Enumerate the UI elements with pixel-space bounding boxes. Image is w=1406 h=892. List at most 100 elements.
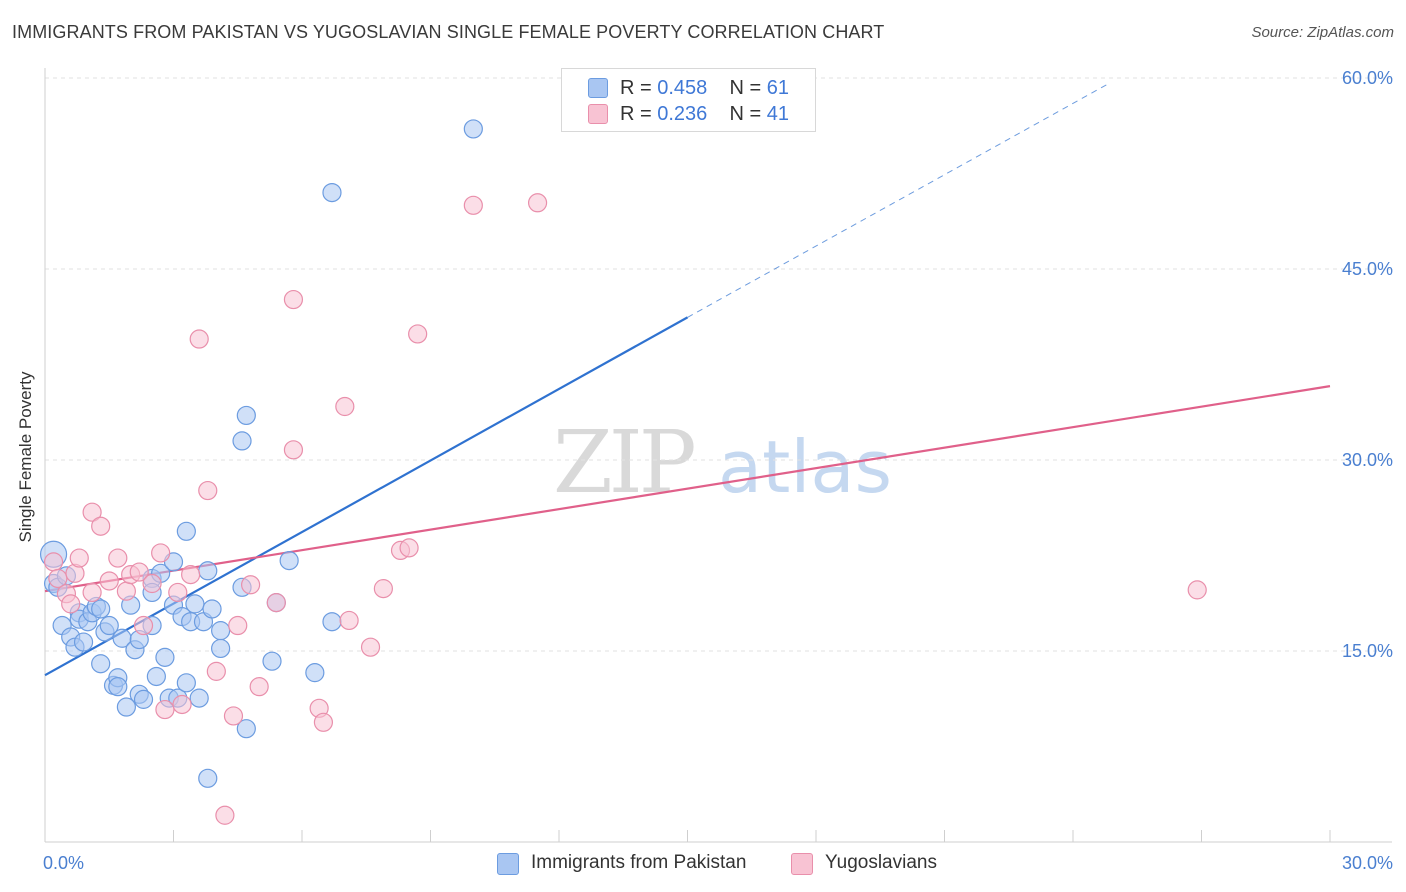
data-point xyxy=(241,575,261,595)
data-point xyxy=(91,654,111,674)
data-point xyxy=(215,805,235,825)
legend-r-value: 0.458 xyxy=(657,77,708,99)
data-point xyxy=(463,195,483,215)
data-point xyxy=(91,599,111,619)
data-point xyxy=(99,571,119,591)
data-point xyxy=(168,582,188,603)
data-point xyxy=(339,610,359,631)
legend-r-label: R = xyxy=(620,77,652,99)
data-point xyxy=(198,561,218,581)
data-point xyxy=(335,396,355,417)
series-legend: Immigrants from Pakistan Yugoslavians xyxy=(0,852,1406,878)
series-swatch-yugoslavians xyxy=(791,853,813,875)
legend-r-label: R = xyxy=(620,103,652,125)
data-point xyxy=(236,719,256,739)
source-label: Source: ZipAtlas.com xyxy=(1251,24,1394,41)
data-point xyxy=(198,480,218,501)
tick-labels: 15.0% 30.0% 45.0% 60.0% 0.0% 30.0% xyxy=(43,68,1393,873)
data-point xyxy=(202,599,222,619)
y-tick-label: 45.0% xyxy=(1342,259,1393,279)
data-point xyxy=(155,647,175,667)
series-swatch-pakistan xyxy=(497,853,519,875)
data-point xyxy=(322,183,342,203)
data-point xyxy=(108,548,128,568)
x-tick-label: 0.0% xyxy=(43,853,84,873)
data-point xyxy=(232,431,252,451)
data-point xyxy=(43,552,64,572)
legend-swatch-yugoslavians xyxy=(588,104,608,124)
data-point xyxy=(91,516,111,536)
data-point xyxy=(172,694,192,715)
trend-line-yugoslavians xyxy=(44,385,1331,593)
data-point xyxy=(206,661,226,681)
data-point xyxy=(463,119,483,139)
data-point xyxy=(189,688,209,708)
data-point xyxy=(69,548,89,568)
data-point xyxy=(185,594,205,614)
y-tick-label: 60.0% xyxy=(1342,68,1393,88)
data-point xyxy=(116,697,136,717)
data-point xyxy=(305,663,325,683)
data-point xyxy=(146,666,166,687)
data-point xyxy=(99,615,119,636)
data-point xyxy=(399,538,419,558)
y-axis-label: Single Female Poverty xyxy=(16,371,35,543)
legend-swatch-pakistan xyxy=(588,78,608,98)
data-point xyxy=(176,673,196,693)
trend-line-pakistan xyxy=(44,316,689,677)
data-point xyxy=(82,582,102,603)
data-point xyxy=(236,405,256,426)
y-tick-label: 15.0% xyxy=(1342,641,1393,661)
data-point xyxy=(189,329,209,349)
data-point xyxy=(322,612,342,632)
data-point xyxy=(262,651,282,671)
data-point xyxy=(211,621,231,641)
data-point xyxy=(61,594,81,614)
data-point xyxy=(108,677,128,697)
y-tick-label: 30.0% xyxy=(1342,450,1393,470)
legend-n-value: 41 xyxy=(766,103,790,125)
data-point xyxy=(283,440,304,460)
axes xyxy=(44,68,1392,843)
legend-n-label: N = xyxy=(729,77,762,99)
data-point xyxy=(155,699,175,720)
data-point xyxy=(198,768,218,788)
data-point xyxy=(1187,580,1207,600)
data-point xyxy=(249,677,269,697)
data-point xyxy=(360,637,381,657)
zipatlas-watermark: ZIP atlas xyxy=(553,413,892,513)
correlation-legend: R = 0.458 N = 61 R = 0.236 N = 41 xyxy=(561,68,816,132)
data-point xyxy=(283,289,304,310)
data-point xyxy=(73,632,94,652)
data-point xyxy=(82,502,102,522)
data-point xyxy=(408,324,428,344)
data-point xyxy=(527,193,548,213)
data-point xyxy=(142,573,162,594)
legend-r-value: 0.236 xyxy=(657,103,708,125)
data-point xyxy=(116,581,136,601)
chart-title: IMMIGRANTS FROM PAKISTAN VS YUGOSLAVIAN … xyxy=(12,22,885,42)
data-point xyxy=(279,550,299,571)
data-point xyxy=(223,706,244,726)
legend-n-label: N = xyxy=(729,103,762,125)
trend-line-pakistan-extension xyxy=(687,83,1108,318)
data-point xyxy=(313,712,334,732)
series-label-pakistan: Immigrants from Pakistan xyxy=(531,852,747,873)
data-point xyxy=(373,579,393,599)
series-yugoslavians-points xyxy=(43,193,1207,825)
data-point xyxy=(228,615,248,636)
x-tick-label: 30.0% xyxy=(1342,853,1393,873)
legend-n-value: 61 xyxy=(766,77,790,99)
data-point xyxy=(211,638,231,659)
data-point xyxy=(129,562,149,582)
data-point xyxy=(133,689,154,709)
data-point xyxy=(151,543,171,563)
watermark-atlas: atlas xyxy=(718,425,892,509)
watermark-zip: ZIP xyxy=(553,413,694,513)
grid-lines xyxy=(45,77,1392,652)
data-point xyxy=(181,564,201,585)
data-point xyxy=(176,521,196,541)
trend-lines xyxy=(44,83,1331,677)
series-label-yugoslavians: Yugoslavians xyxy=(825,852,937,873)
